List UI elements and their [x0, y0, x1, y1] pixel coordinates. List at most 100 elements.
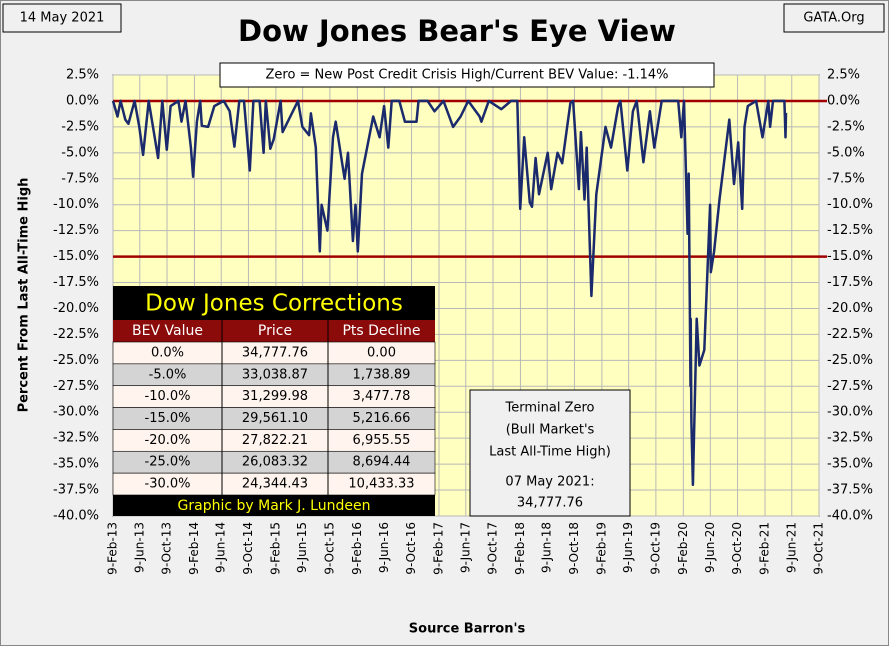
y2-tick-label: 2.5%: [827, 68, 860, 83]
table-cell: 0.0%: [151, 345, 184, 360]
table-cell: -25.0%: [145, 455, 191, 470]
data-line: [111, 99, 788, 487]
table-cell: 33,038.87: [242, 367, 308, 382]
y-tick-label: 0.0%: [66, 93, 99, 108]
table-footer-bg: [113, 495, 435, 516]
y-tick-label: -2.5%: [61, 119, 99, 134]
y2-tick-label: -15.0%: [827, 249, 873, 264]
terminal-zero-text: 34,777.76: [517, 496, 583, 511]
x-tick-label: 9-Jun-16: [377, 522, 391, 573]
y2-tick-label: -7.5%: [827, 171, 865, 186]
table-title: Dow Jones Corrections: [145, 291, 403, 317]
y2-tick-label: 0.0%: [827, 93, 860, 108]
table-cell: 3,477.78: [353, 389, 411, 404]
table-cell: -10.0%: [145, 389, 191, 404]
y-tick-label: -37.5%: [53, 483, 99, 498]
x-tick-label: 9-Oct-19: [648, 522, 662, 575]
table-cell: 29,561.10: [242, 411, 308, 426]
x-tick-label: 9-Jun-15: [295, 522, 309, 573]
y2-tick-label: -17.5%: [827, 275, 873, 290]
terminal-zero-text: Terminal Zero: [505, 401, 595, 416]
y2-tick-label: -10.0%: [827, 197, 873, 212]
y-tick-label: -15.0%: [53, 249, 99, 264]
x-tick-label: 9-Feb-21: [758, 522, 772, 575]
y-tick-label: -32.5%: [53, 431, 99, 446]
y2-tick-label: -40.0%: [827, 509, 873, 524]
x-tick-label: 9-Oct-13: [159, 522, 173, 575]
y-tick-label: -30.0%: [53, 405, 99, 420]
x-tick-label: 9-Jun-20: [703, 522, 717, 573]
y2-tick-label: -35.0%: [827, 457, 873, 472]
y-tick-label: -20.0%: [53, 301, 99, 316]
table-cell: -30.0%: [145, 477, 191, 492]
y2-tick-label: -2.5%: [827, 119, 865, 134]
note: Zero = New Post Credit Crisis High/Curre…: [265, 68, 668, 83]
y2-tick-label: -20.0%: [827, 301, 873, 316]
x-tick-label: 9-Oct-18: [567, 522, 581, 575]
table-cell: 27,822.21: [242, 433, 308, 448]
x-axis-label: Source Barron's: [409, 622, 526, 637]
x-tick-label: 9-Jun-13: [132, 522, 146, 573]
table-cell: 1,738.89: [353, 367, 411, 382]
y-tick-label: -17.5%: [53, 275, 99, 290]
table-cell: 26,083.32: [242, 455, 308, 470]
y2-tick-label: -32.5%: [827, 431, 873, 446]
date-box: [2, 3, 122, 33]
note-box: [219, 62, 715, 88]
x-tick-label: 9-Oct-17: [485, 522, 499, 575]
chart-title: Dow Jones Bear's Eye View: [238, 14, 676, 48]
table-cell: 31,299.98: [242, 389, 308, 404]
y-axis-label: Percent From Last All-Time High: [17, 178, 32, 413]
y-tick-label: -12.5%: [53, 223, 99, 238]
table-footer: Graphic by Mark J. Lundeen: [178, 498, 371, 514]
y2-tick-label: -25.0%: [827, 353, 873, 368]
table-header: BEV Value: [132, 323, 203, 339]
y2-tick-label: -27.5%: [827, 379, 873, 394]
x-tick-label: 9-Oct-15: [322, 522, 336, 575]
source-box: [783, 3, 885, 33]
y-tick-label: -27.5%: [53, 379, 99, 394]
table-cell: 0.00: [367, 345, 396, 360]
x-tick-label: 9-Oct-14: [241, 522, 255, 575]
terminal-zero-box: [469, 389, 631, 517]
table-cell: 24,344.43: [242, 477, 308, 492]
table-cell: 10,433.33: [348, 477, 414, 492]
x-tick-label: 9-Feb-16: [350, 522, 364, 575]
date-label: 14 May 2021: [20, 11, 105, 26]
x-tick-label: 9-Jun-18: [540, 522, 554, 573]
y-tick-label: -5.0%: [61, 145, 99, 160]
y2-tick-label: -5.0%: [827, 145, 865, 160]
table-cell: 34,777.76: [242, 345, 308, 360]
x-tick-label: 9-Feb-19: [594, 522, 608, 575]
y-tick-label: -40.0%: [53, 509, 99, 524]
y2-tick-label: -12.5%: [827, 223, 873, 238]
table-cell: 8,694.44: [353, 455, 411, 470]
table-cell: -15.0%: [145, 411, 191, 426]
y2-tick-label: -37.5%: [827, 483, 873, 498]
y-tick-label: -35.0%: [53, 457, 99, 472]
terminal-zero-text: Last All-Time High): [489, 445, 611, 460]
table-cell: 6,955.55: [353, 433, 411, 448]
x-tick-label: 9-Jun-19: [621, 522, 635, 573]
x-tick-label: 9-Jun-17: [458, 522, 472, 573]
y2-tick-label: -30.0%: [827, 405, 873, 420]
x-tick-label: 9-Feb-15: [268, 522, 282, 575]
table-cell: -5.0%: [149, 367, 187, 382]
x-tick-label: 9-Oct-16: [404, 522, 418, 575]
x-tick-label: 9-Jun-21: [784, 522, 798, 573]
table-cell: -20.0%: [145, 433, 191, 448]
x-tick-label: 9-Feb-13: [106, 522, 120, 575]
x-tick-label: 9-Feb-18: [513, 522, 527, 575]
table-cell: 5,216.66: [353, 411, 411, 426]
terminal-zero-text: (Bull Market's: [506, 423, 595, 438]
table-header: Price: [258, 323, 292, 339]
x-tick-label: 9-Oct-21: [812, 522, 826, 575]
x-tick-label: 9-Feb-17: [432, 522, 446, 575]
y-tick-label: -7.5%: [61, 171, 99, 186]
y-tick-label: -22.5%: [53, 327, 99, 342]
terminal-zero-text: 07 May 2021:: [505, 475, 594, 490]
table-title-bg: [113, 286, 435, 320]
table-header: Pts Decline: [342, 323, 420, 339]
y-tick-label: 2.5%: [66, 68, 99, 83]
